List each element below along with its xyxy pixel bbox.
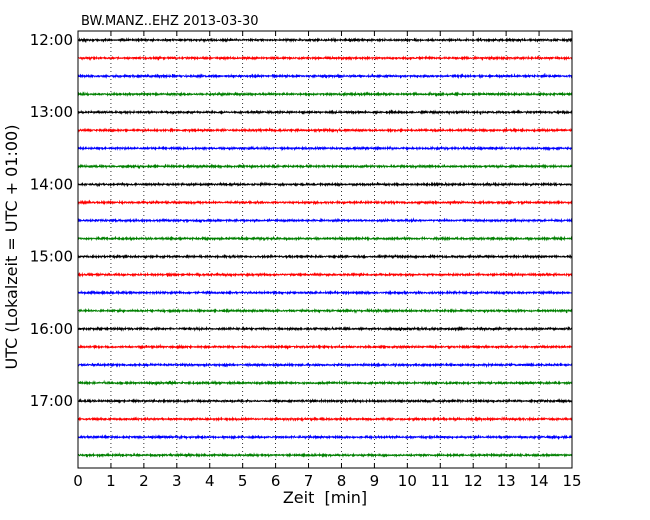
x-tick-label: 3 xyxy=(172,472,182,490)
trace-1 xyxy=(77,37,573,44)
trace-15 xyxy=(77,289,573,296)
x-tick-label: 6 xyxy=(271,472,281,490)
trace-17 xyxy=(77,325,573,332)
trace-21 xyxy=(77,398,573,404)
trace-6 xyxy=(77,127,573,134)
seismogram-traces xyxy=(77,37,573,459)
y-tick-label: 16:00 xyxy=(30,320,73,338)
trace-18 xyxy=(77,343,573,350)
trace-7 xyxy=(77,145,573,152)
y-tick-label: 17:00 xyxy=(30,392,73,410)
x-tick-label: 10 xyxy=(398,472,417,490)
x-tick-label: 5 xyxy=(238,472,248,490)
trace-11 xyxy=(77,217,573,224)
trace-8 xyxy=(77,163,573,170)
x-axis-label: Zeit [min] xyxy=(283,488,367,507)
x-tick-label: 13 xyxy=(497,472,516,490)
trace-24 xyxy=(77,452,573,459)
grid-lines xyxy=(110,31,540,468)
x-tick-label: 7 xyxy=(304,472,314,490)
trace-4 xyxy=(77,91,573,98)
trace-9 xyxy=(77,181,573,188)
x-tick-label: 9 xyxy=(370,472,380,490)
x-tick-label: 11 xyxy=(431,472,450,490)
x-axis: 0 1 2 3 4 5 6 7 8 9 10 11 12 13 14 15 xyxy=(73,31,582,490)
y-tick-label: 14:00 xyxy=(30,175,73,193)
y-tick-label: 12:00 xyxy=(30,31,73,49)
y-tick-label: 13:00 xyxy=(30,103,73,121)
x-tick-label: 12 xyxy=(464,472,483,490)
trace-14 xyxy=(77,271,573,278)
x-tick-label: 0 xyxy=(73,472,83,490)
trace-2 xyxy=(77,55,573,62)
trace-23 xyxy=(77,434,573,441)
trace-13 xyxy=(77,253,573,260)
chart-title: BW.MANZ..EHZ 2013-03-30 xyxy=(81,14,259,29)
trace-3 xyxy=(77,73,573,80)
x-tick-label: 1 xyxy=(106,472,116,490)
trace-22 xyxy=(77,416,573,423)
x-tick-label: 14 xyxy=(530,472,549,490)
x-tick-label: 2 xyxy=(139,472,149,490)
plot-frame xyxy=(77,30,573,469)
y-tick-label: 15:00 xyxy=(30,248,73,266)
trace-19 xyxy=(77,361,573,369)
y-axis-label: UTC (Lokalzeit = UTC + 01:00) xyxy=(2,125,21,370)
x-tick-label: 8 xyxy=(337,472,347,490)
trace-20 xyxy=(77,379,573,386)
x-tick-label: 15 xyxy=(562,472,581,490)
y-axis: 12:00 13:00 14:00 15:00 16:00 17:00 xyxy=(30,31,83,410)
trace-10 xyxy=(77,199,573,206)
trace-12 xyxy=(77,235,573,242)
trace-5 xyxy=(77,109,573,116)
x-tick-label: 4 xyxy=(205,472,215,490)
trace-16 xyxy=(77,307,573,314)
